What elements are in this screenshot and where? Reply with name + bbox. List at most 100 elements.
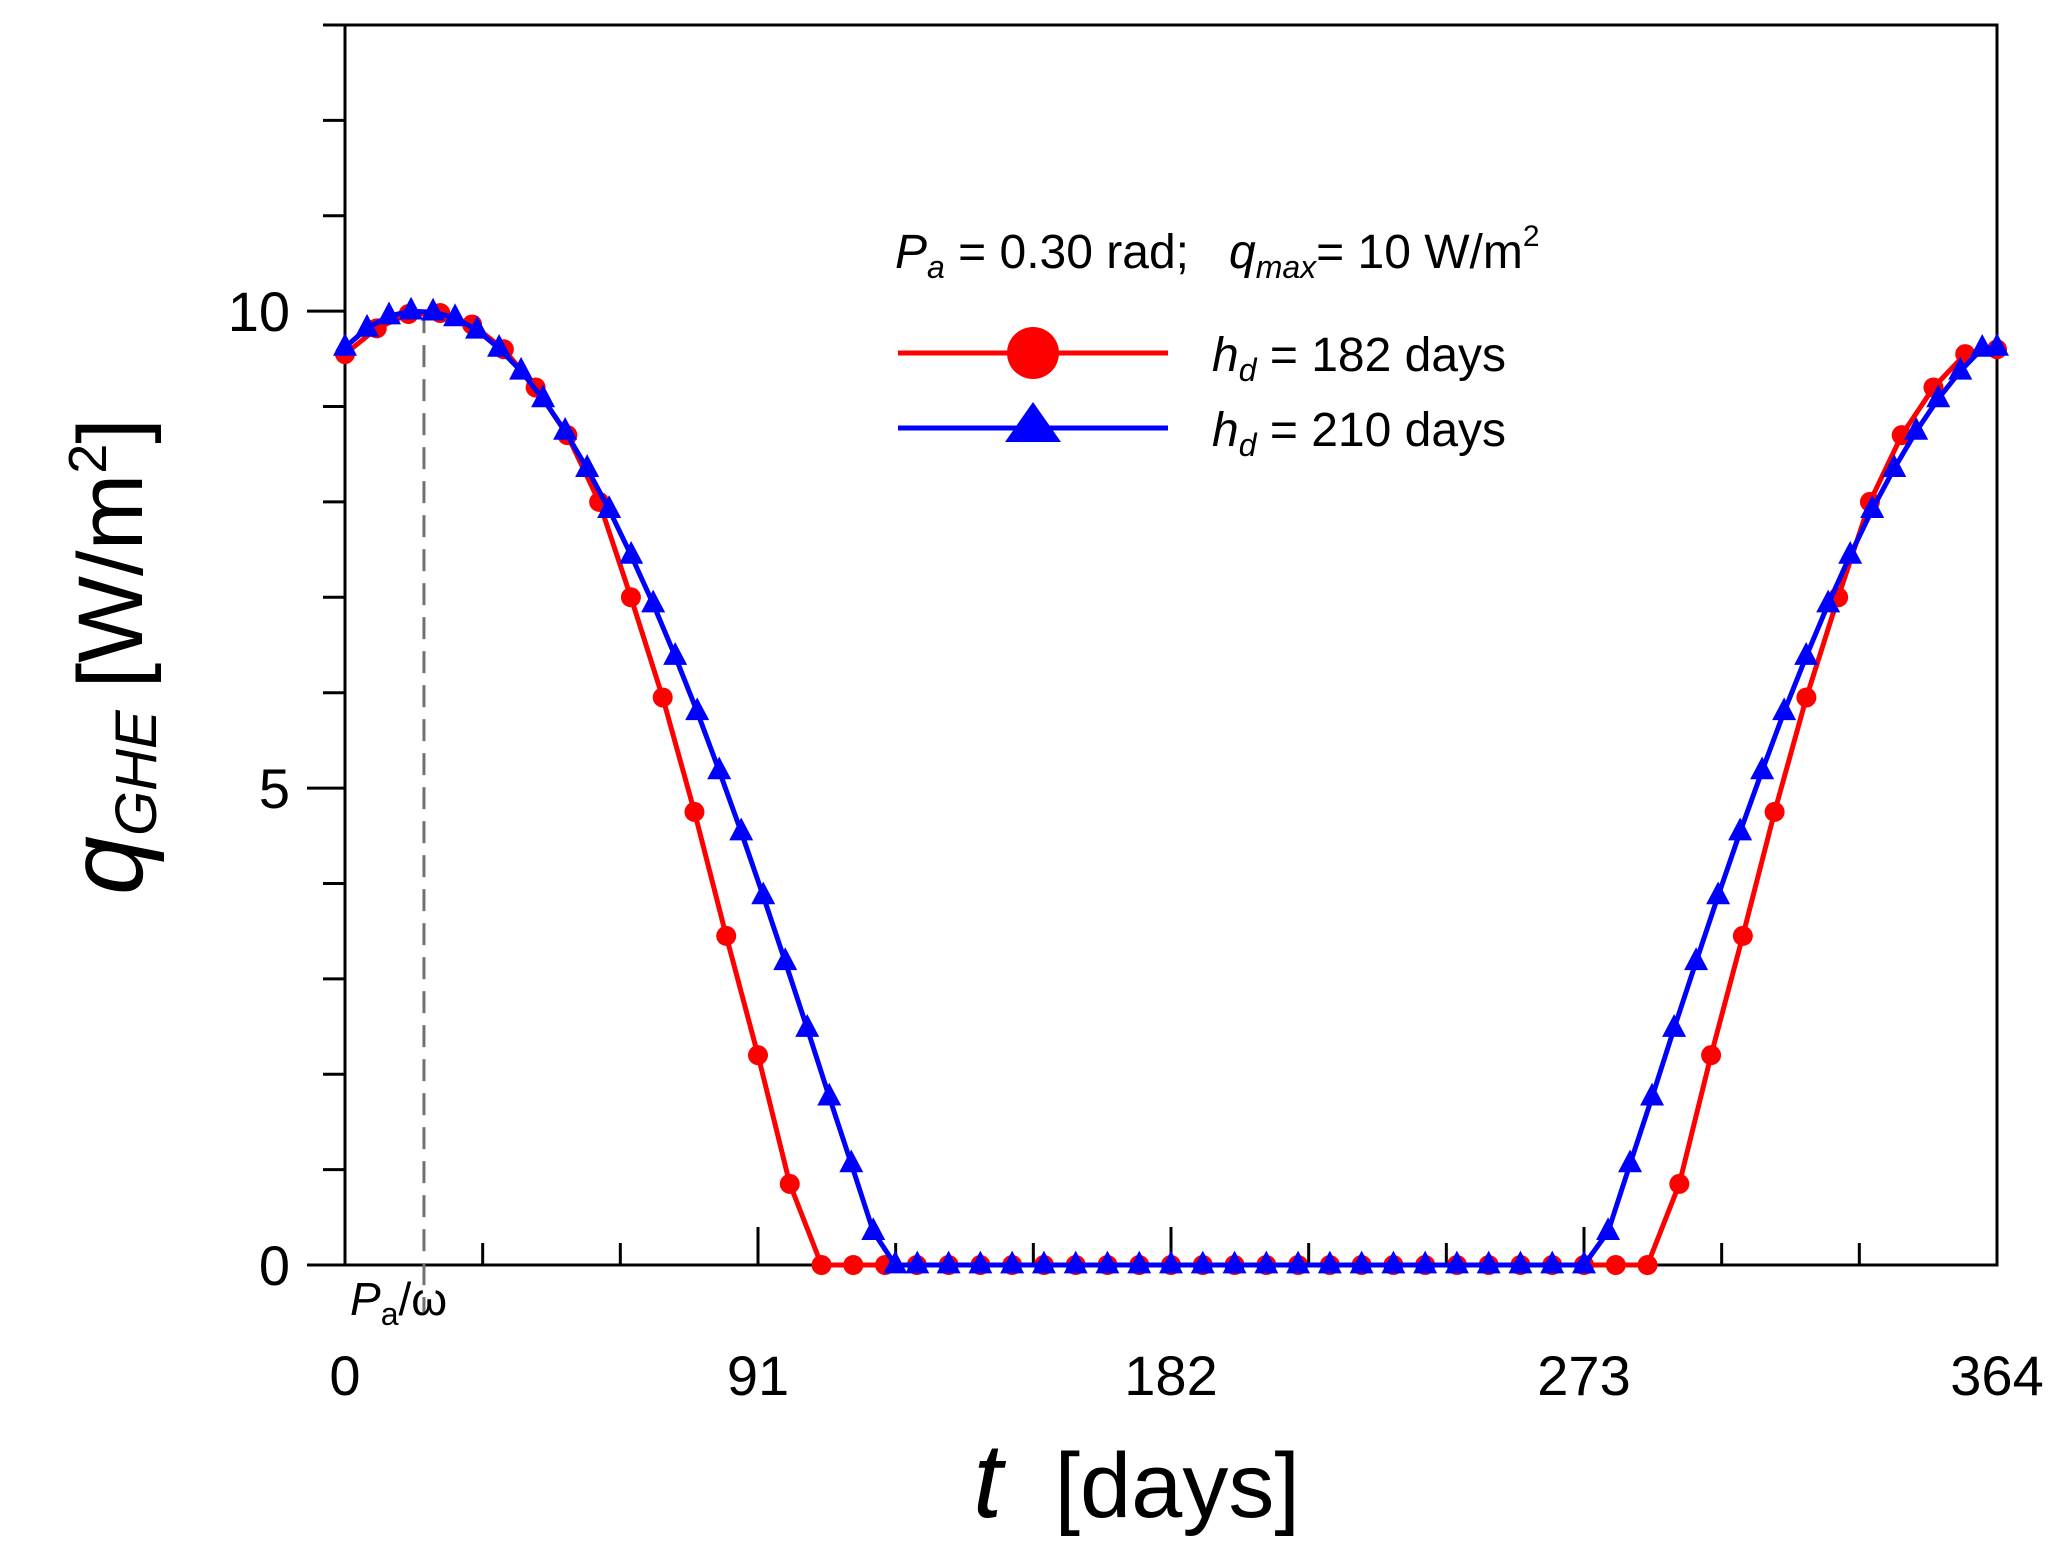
legend: hd = 182 days hd = 210 days — [898, 327, 1506, 463]
data-point — [1508, 1250, 1533, 1274]
data-point — [773, 947, 798, 971]
x-tick-labels: 0 91 182 273 364 — [329, 1344, 2043, 1407]
y-axis-title-unit: [W/m — [60, 474, 162, 689]
x-tick-label: 0 — [329, 1344, 360, 1407]
data-point — [1222, 1250, 1247, 1274]
legend-label-210-rest: = 210 days — [1257, 404, 1507, 457]
data-point — [531, 384, 556, 408]
data-point — [1816, 589, 1841, 613]
series-1 — [333, 296, 2009, 1274]
data-point — [883, 1250, 908, 1274]
data-point — [1572, 1250, 1596, 1274]
y-axis-title-unit-close: ] — [60, 418, 162, 444]
plot-frame — [343, 23, 1999, 1267]
data-point — [684, 801, 705, 822]
parameter-label: Pa = 0.30 rad; qmax= 10 W/m2 — [895, 220, 1540, 285]
y-tick-labels: 0 5 10 — [228, 280, 290, 1297]
x-tick-label: 364 — [1950, 1344, 2043, 1407]
data-point — [1190, 1250, 1215, 1274]
x-axis-title-symbol: t — [973, 1422, 1007, 1540]
data-point — [1794, 642, 1819, 665]
y-axis-title-symbol: q — [47, 836, 165, 895]
data-point — [1349, 1250, 1374, 1274]
param-q-sub: max — [1256, 249, 1317, 285]
data-point — [1640, 1082, 1665, 1106]
param-q: q — [1229, 226, 1256, 279]
data-point — [641, 589, 666, 613]
data-point — [421, 297, 446, 321]
data-point — [597, 495, 622, 518]
data-point — [399, 296, 424, 320]
param-eq2: = 10 W/m — [1316, 226, 1523, 279]
data-point — [729, 817, 754, 841]
data-point — [1381, 1250, 1406, 1274]
param-p-sub: a — [927, 249, 945, 285]
data-point — [1985, 333, 2009, 356]
legend-marker-210 — [1005, 402, 1061, 442]
series-line-0 — [343, 310, 1998, 1268]
data-point — [1764, 801, 1785, 822]
data-point — [1540, 1250, 1565, 1274]
data-point — [861, 1217, 886, 1241]
data-point — [663, 642, 688, 665]
data-point — [1684, 947, 1709, 971]
x-tick-label: 182 — [1124, 1344, 1217, 1407]
data-point — [1904, 416, 1929, 440]
x-axis-title-unit: [days] — [1054, 1435, 1299, 1537]
data-point — [1254, 1250, 1279, 1274]
data-point — [355, 313, 380, 337]
data-point — [795, 1014, 820, 1037]
y-axis-title: qGHE [W/m2] — [47, 418, 169, 895]
legend-label-182: hd = 182 days — [1212, 329, 1506, 388]
data-point — [465, 315, 490, 339]
data-point — [936, 1250, 961, 1274]
data-point — [905, 1250, 930, 1274]
data-point — [839, 1149, 864, 1173]
data-point — [843, 1255, 864, 1275]
pa-omega-label-sub: a — [381, 1296, 399, 1332]
data-point — [1728, 817, 1753, 841]
data-point — [1596, 1217, 1621, 1241]
data-point — [716, 925, 737, 946]
data-point — [1063, 1250, 1088, 1274]
legend-label-210-d: d — [1239, 427, 1258, 463]
data-point — [1000, 1250, 1025, 1274]
data-point — [620, 587, 641, 608]
y-axis-ticks — [307, 23, 345, 1267]
data-point — [1286, 1250, 1311, 1274]
data-point — [968, 1250, 993, 1274]
legend-label-210-h: h — [1212, 404, 1239, 457]
legend-label-210: hd = 210 days — [1212, 404, 1506, 463]
data-point — [685, 697, 710, 721]
data-point — [1413, 1250, 1438, 1274]
y-tick-label: 0 — [259, 1234, 290, 1297]
series-layer — [333, 296, 2009, 1275]
y-axis-title-subscript: GHE — [104, 709, 169, 836]
x-axis-title: t [days] — [973, 1422, 1300, 1540]
data-point — [1669, 1173, 1690, 1194]
data-point — [1618, 1149, 1643, 1173]
data-point — [1706, 881, 1731, 905]
data-point — [748, 1045, 768, 1066]
data-point — [1948, 356, 1973, 380]
param-sup: 2 — [1523, 220, 1540, 253]
data-point — [1882, 454, 1907, 477]
plot-area — [307, 23, 2009, 1312]
data-point — [1838, 540, 1863, 564]
data-point — [707, 756, 732, 780]
data-point — [817, 1082, 842, 1106]
data-point — [509, 356, 534, 380]
pa-omega-label-p: P — [350, 1273, 381, 1325]
data-point — [779, 1173, 800, 1194]
data-point — [1476, 1250, 1501, 1274]
data-point — [377, 301, 402, 325]
legend-marker-182 — [1007, 327, 1059, 379]
legend-label-182-rest: = 182 days — [1257, 329, 1507, 382]
y-axis-title-unit-sup: 2 — [58, 444, 118, 474]
data-point — [1926, 384, 1951, 408]
x-tick-label: 273 — [1537, 1344, 1630, 1407]
x-tick-label: 91 — [727, 1344, 789, 1407]
data-point — [443, 303, 468, 327]
param-eq: = 0.30 rad; — [945, 226, 1229, 279]
